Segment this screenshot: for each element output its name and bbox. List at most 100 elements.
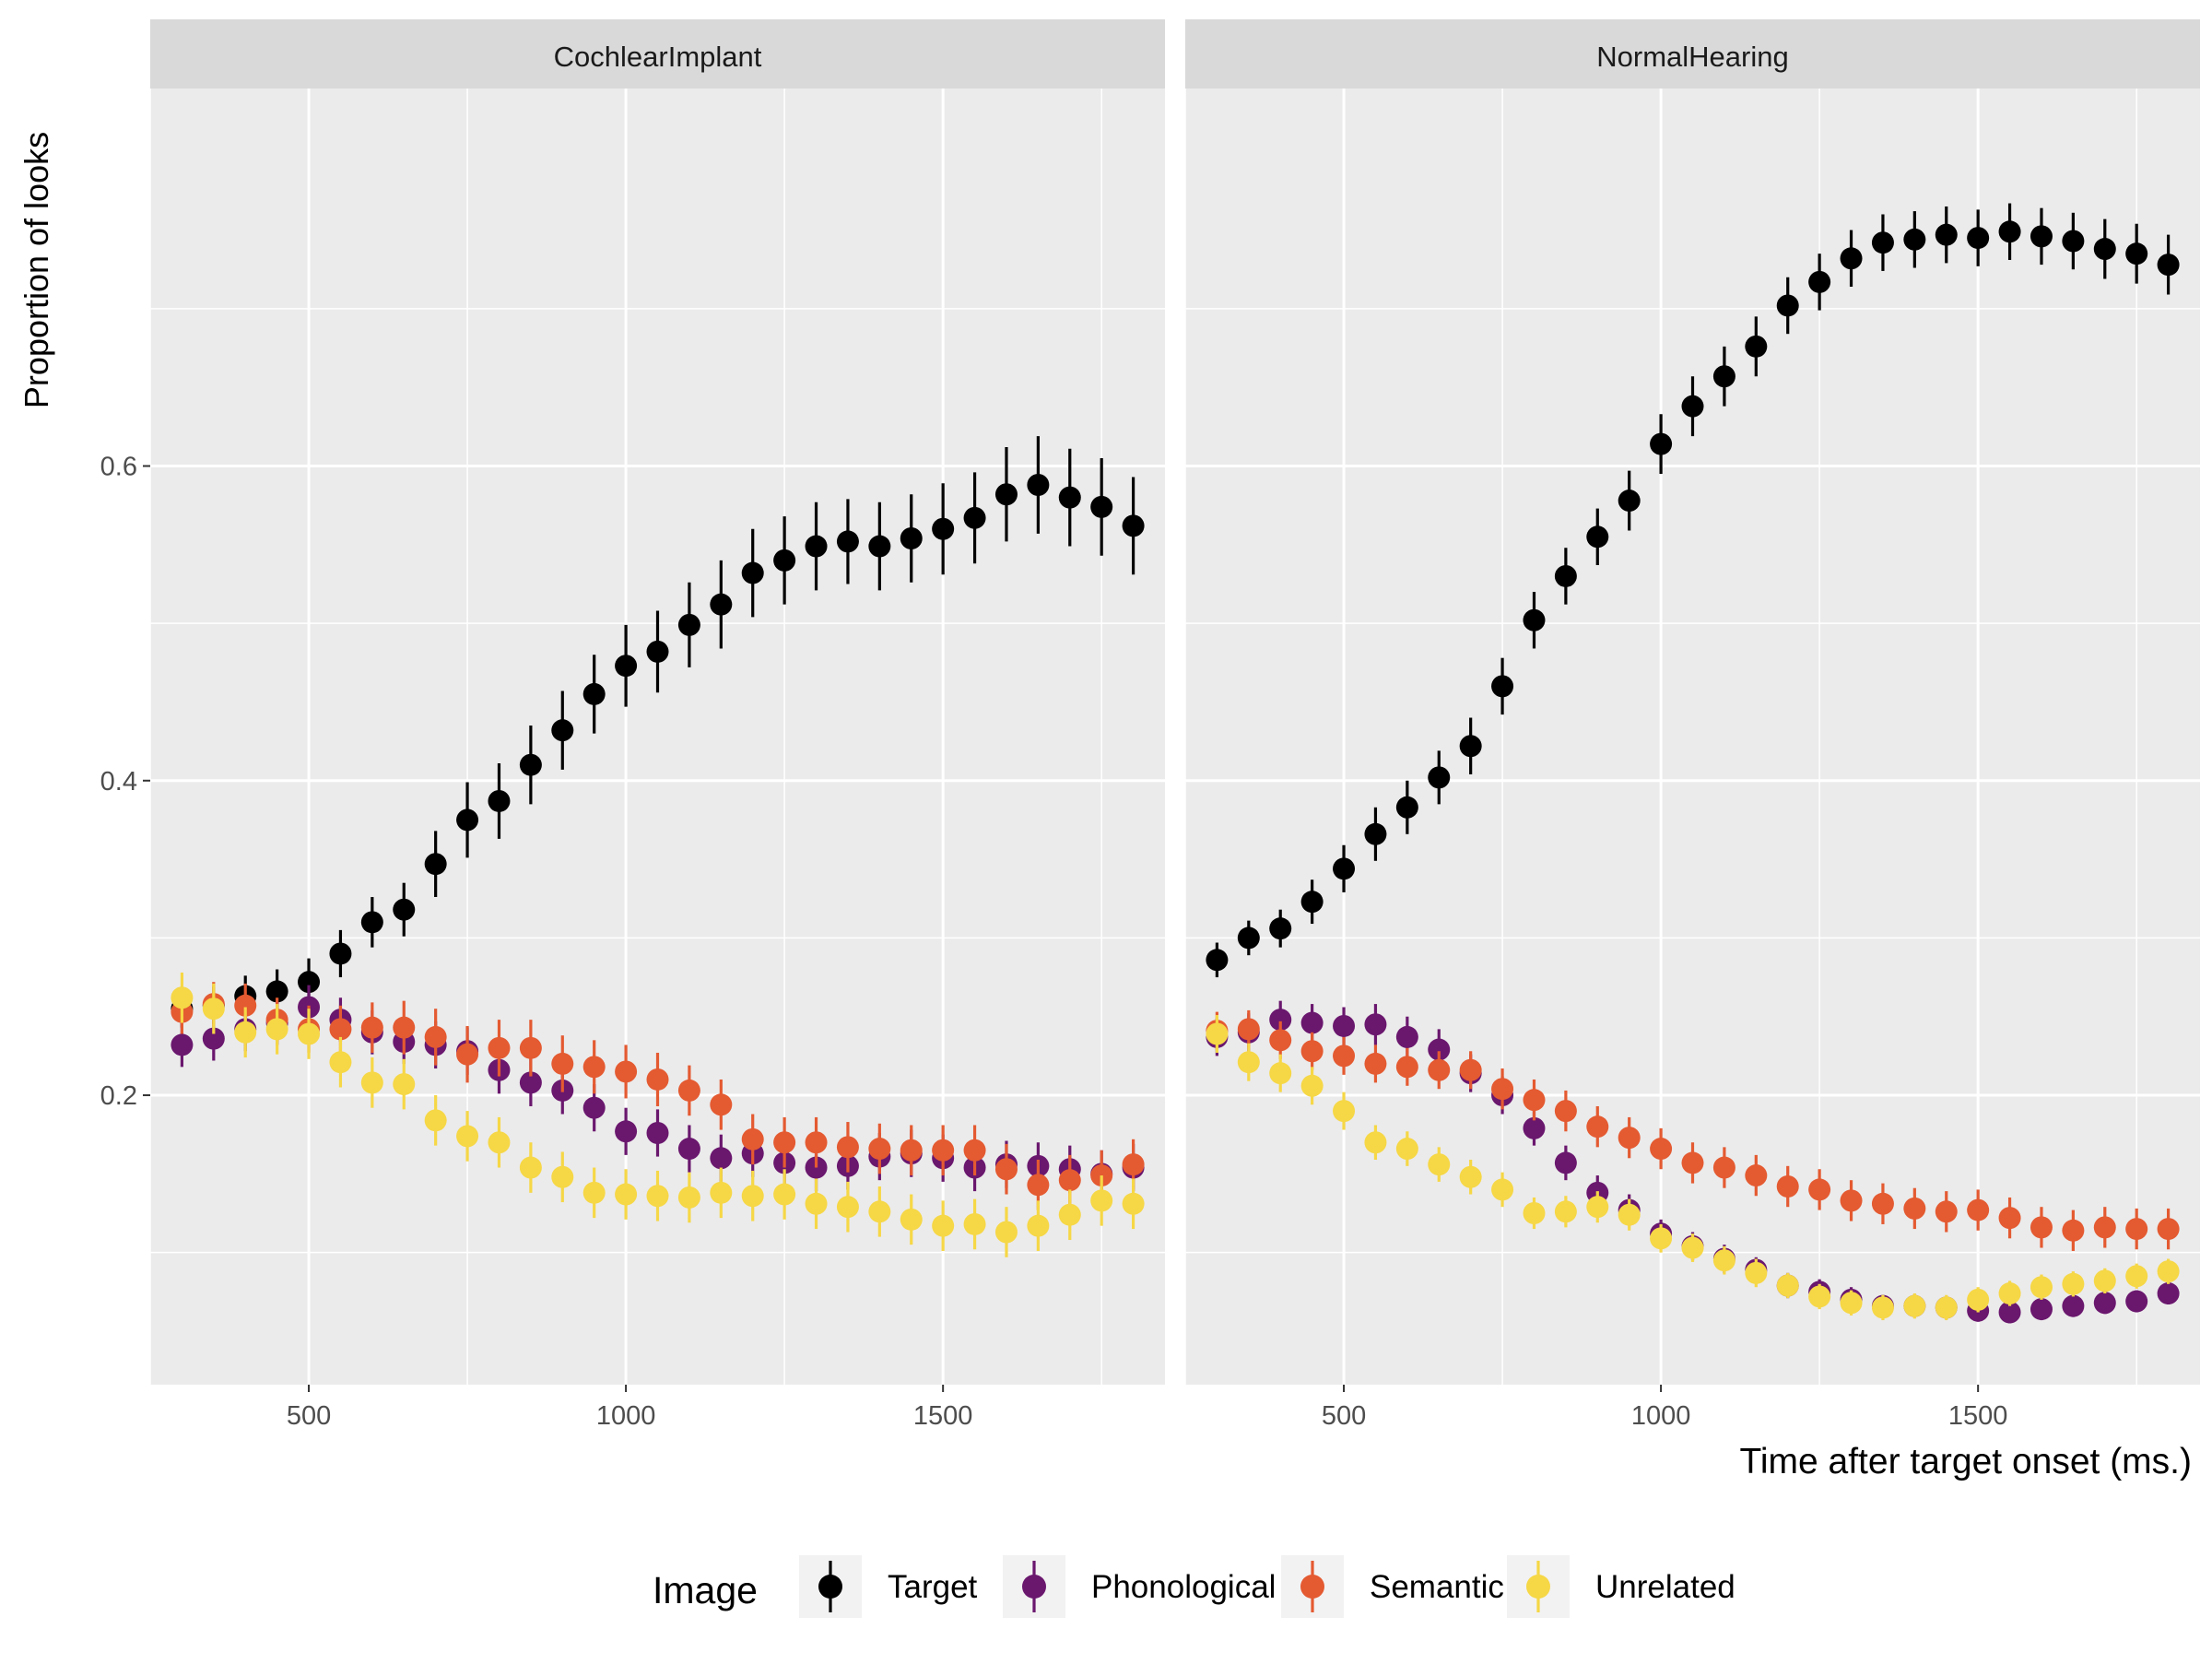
data-point xyxy=(710,1093,733,1116)
data-point xyxy=(1840,1292,1863,1315)
data-point xyxy=(646,1121,669,1144)
data-point xyxy=(2157,1282,2180,1305)
data-point xyxy=(868,1200,891,1223)
data-point xyxy=(1027,473,1050,496)
data-point xyxy=(1237,1018,1260,1041)
data-point xyxy=(1554,1100,1577,1123)
data-point xyxy=(2030,225,2053,248)
data-point xyxy=(1300,891,1324,914)
data-point xyxy=(298,971,321,994)
data-point xyxy=(2093,238,2116,261)
y-tick-label: 0.2 xyxy=(100,1081,137,1111)
data-point xyxy=(1459,1165,1482,1188)
data-point xyxy=(1586,525,1609,549)
data-point xyxy=(710,593,733,616)
data-point xyxy=(1058,486,1081,509)
legend-item-semantic: Semantic xyxy=(1281,1555,1504,1618)
data-point xyxy=(2030,1276,2053,1299)
data-point xyxy=(868,535,891,558)
data-point xyxy=(2030,1216,2053,1239)
data-point xyxy=(1300,1011,1324,1034)
y-tick-label: 0.6 xyxy=(100,453,137,482)
data-point xyxy=(360,1071,383,1094)
data-point xyxy=(615,1120,638,1143)
data-point xyxy=(963,1139,986,1162)
data-point xyxy=(2093,1269,2116,1292)
data-point xyxy=(710,1181,733,1204)
data-point xyxy=(1395,1025,1418,1048)
data-point xyxy=(1523,1116,1546,1139)
data-point xyxy=(551,719,574,742)
data-point xyxy=(677,1079,700,1102)
data-point xyxy=(1122,514,1145,537)
data-point xyxy=(1903,1294,1926,1317)
data-point xyxy=(836,530,859,553)
series-unrelated xyxy=(1206,1015,2180,1321)
data-point xyxy=(1395,1138,1418,1161)
data-point xyxy=(1712,1249,1735,1272)
data-point xyxy=(994,1221,1018,1244)
data-point xyxy=(1491,1178,1514,1201)
legend-key-point xyxy=(1022,1575,1046,1599)
data-point xyxy=(2062,1294,2085,1317)
data-point xyxy=(1712,365,1735,388)
legend-key-point xyxy=(1300,1575,1324,1599)
data-point xyxy=(360,911,383,934)
data-point xyxy=(1237,1051,1260,1074)
data-point xyxy=(1935,1296,1958,1319)
data-point xyxy=(519,1036,542,1059)
data-point xyxy=(1935,1200,1958,1223)
data-point xyxy=(456,808,479,832)
data-point xyxy=(836,1196,859,1219)
x-tick-label: 1000 xyxy=(596,1401,656,1431)
data-point xyxy=(1300,1074,1324,1097)
data-point xyxy=(551,1052,574,1075)
data-point xyxy=(805,1131,828,1154)
data-point xyxy=(1428,766,1451,789)
data-point xyxy=(1967,1198,1990,1221)
data-point xyxy=(1333,1014,1356,1037)
data-point xyxy=(741,1127,764,1151)
data-point xyxy=(1903,1197,1926,1220)
data-point xyxy=(2093,1292,2116,1315)
legend-label: Unrelated xyxy=(1595,1569,1735,1605)
data-point xyxy=(1122,1153,1145,1176)
data-point xyxy=(615,655,638,678)
data-point xyxy=(234,994,257,1017)
data-point xyxy=(329,942,352,965)
legend-key-point xyxy=(1526,1575,1550,1599)
data-point xyxy=(582,1181,606,1204)
data-point xyxy=(900,1208,923,1231)
series-semantic xyxy=(1206,1009,2180,1251)
data-point xyxy=(773,1131,796,1154)
data-point xyxy=(424,1025,447,1048)
data-point xyxy=(1058,1203,1081,1226)
data-point xyxy=(1776,294,1799,317)
data-point xyxy=(329,1018,352,1041)
data-point xyxy=(1935,223,1958,246)
x-axis-label: Time after target onset (ms.) xyxy=(1739,1442,2192,1481)
facet-strip xyxy=(1185,19,2200,89)
data-point xyxy=(1871,1192,1894,1215)
legend-label: Semantic xyxy=(1370,1569,1504,1605)
data-point xyxy=(1333,1100,1356,1123)
data-point xyxy=(805,1192,828,1215)
data-point xyxy=(1650,1138,1673,1161)
panel-cochlearimplant: CochlearImplant 500 1000 1500 0.2 0.4 0.6 xyxy=(100,19,1165,1431)
data-point xyxy=(1650,432,1673,455)
data-point xyxy=(1871,1296,1894,1319)
data-point xyxy=(488,1036,511,1059)
data-point xyxy=(836,1136,859,1159)
data-point xyxy=(1745,335,1768,358)
data-point xyxy=(171,1033,194,1056)
data-point xyxy=(1269,1062,1292,1085)
data-point xyxy=(1333,857,1356,880)
data-point xyxy=(2157,1218,2180,1241)
x-tick-label: 1500 xyxy=(1948,1401,2008,1431)
facet-label: CochlearImplant xyxy=(554,41,762,73)
data-point xyxy=(1395,1056,1418,1079)
data-point xyxy=(646,640,669,663)
data-point xyxy=(1871,231,1894,254)
x-tick-label: 500 xyxy=(1322,1401,1366,1431)
data-point xyxy=(488,789,511,812)
